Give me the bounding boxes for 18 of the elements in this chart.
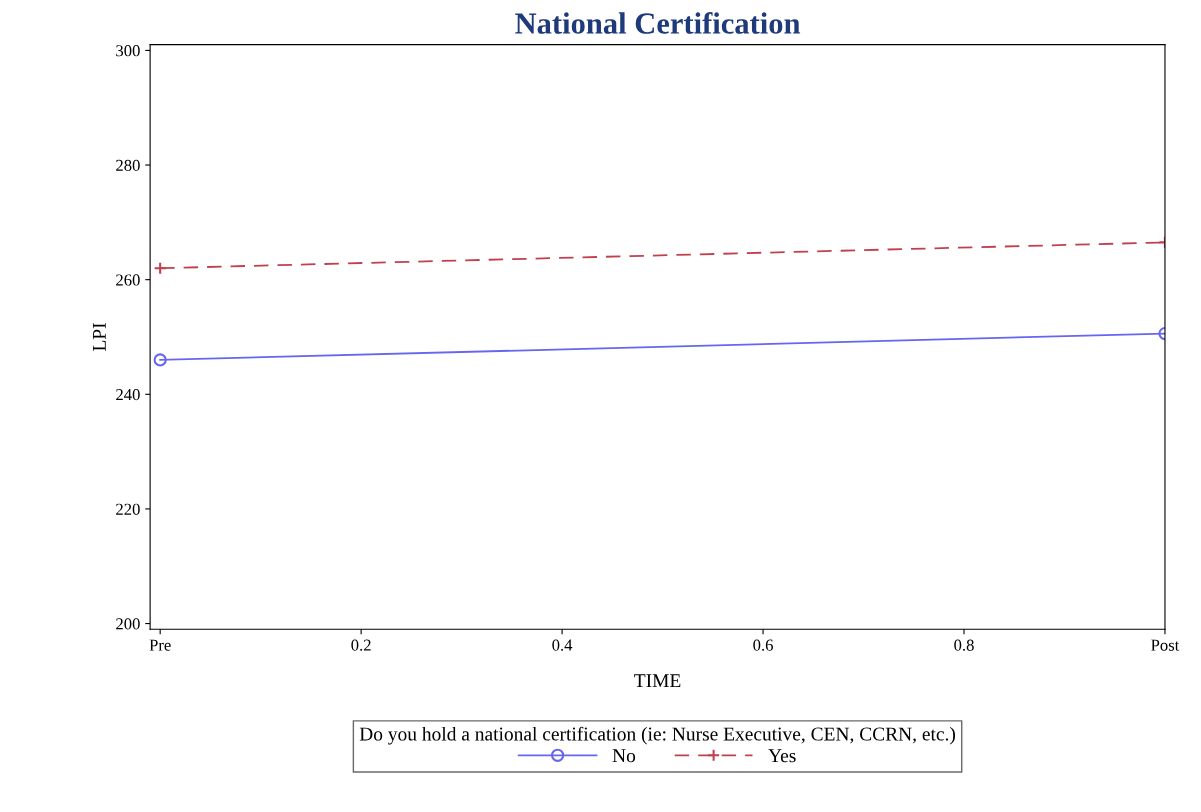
y-tick-label: 200 — [116, 618, 140, 630]
x-tick-label: Pre — [149, 639, 171, 651]
y-tick-label: 220 — [116, 503, 140, 515]
legend-title: Do you hold a national certification (ie: Nurse Executive, CEN, CCRN, etc.) — [359, 726, 956, 745]
x-tick-label: Post — [1151, 639, 1180, 651]
x-tick-label: 0.8 — [954, 639, 974, 651]
y-tick-label: 280 — [116, 159, 140, 171]
y-tick-label: 260 — [116, 274, 140, 286]
x-tick-label: 0.4 — [552, 639, 573, 651]
x-tick-label: 0.6 — [753, 639, 773, 651]
y-tick-label: 240 — [116, 389, 140, 401]
y-axis-title: LPI — [92, 323, 106, 351]
y-tick-label: 300 — [116, 45, 140, 57]
legend-label: No — [612, 749, 636, 763]
chart-title: National Certification — [515, 12, 801, 34]
x-tick-label: 0.2 — [351, 639, 371, 651]
x-axis-title: TIME — [634, 674, 681, 688]
legend-label: Yes — [768, 749, 796, 763]
